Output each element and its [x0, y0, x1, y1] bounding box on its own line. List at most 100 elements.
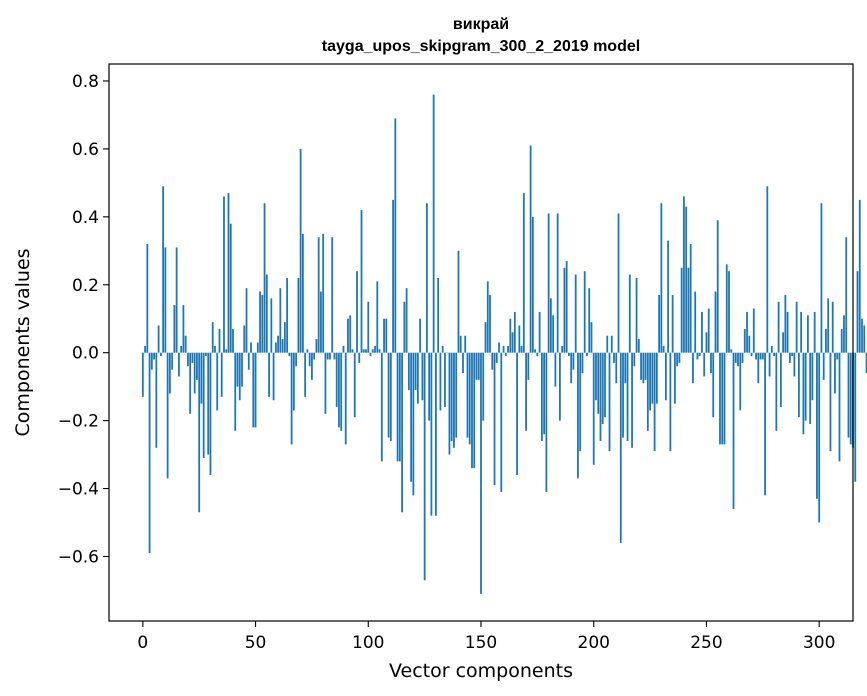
- bar-133: [441, 345, 444, 353]
- bar-62: [281, 339, 284, 353]
- bar-136: [448, 352, 451, 455]
- bar-223: [644, 352, 647, 380]
- bar-2: [146, 244, 149, 353]
- bar-275: [761, 352, 764, 360]
- bar-90: [344, 352, 347, 445]
- bar-75: [311, 352, 313, 380]
- bar-7: [157, 325, 160, 353]
- bar-205: [604, 352, 606, 418]
- bar-149: [477, 352, 480, 380]
- bar-32: [214, 345, 216, 353]
- bar-251: [707, 308, 710, 353]
- ticks-group: 0 50 100 150 200 250 300 −0.6 −0.4 −0.2 0.0 0.2 0.4 0…: [58, 72, 836, 653]
- bar-297: [811, 352, 814, 401]
- bar-320: [863, 325, 866, 353]
- bar-196: [583, 271, 586, 353]
- bar-158: [498, 342, 500, 353]
- bar-95: [356, 271, 358, 353]
- bar-219: [635, 277, 638, 353]
- bar-209: [613, 352, 615, 363]
- bar-128: [430, 352, 433, 516]
- bar-254: [714, 291, 717, 353]
- bar-274: [759, 352, 762, 360]
- bar-225: [649, 352, 651, 411]
- bar-56: [268, 352, 270, 397]
- bar-10: [164, 247, 167, 353]
- bar-188: [565, 260, 568, 353]
- bar-305: [829, 352, 832, 452]
- bar-78: [317, 237, 320, 353]
- bar-253: [712, 352, 715, 418]
- y-axis-label: Components values: [12, 248, 34, 436]
- bar-130: [435, 352, 437, 516]
- bar-170: [525, 352, 527, 431]
- bar-137: [450, 352, 453, 441]
- bar-288: [791, 352, 794, 357]
- bar-289: [793, 352, 796, 377]
- bar-270: [750, 352, 753, 357]
- bar-74: [308, 352, 311, 367]
- bar-59: [274, 342, 277, 353]
- bar-210: [615, 352, 618, 384]
- bar-308: [836, 352, 839, 360]
- bar-200: [592, 352, 595, 465]
- bar-83: [329, 352, 331, 360]
- bar-26: [200, 352, 203, 404]
- bar-256: [719, 352, 721, 445]
- bar-316: [854, 352, 857, 482]
- bar-260: [728, 271, 730, 353]
- y-tick-label: −0.2: [58, 412, 99, 432]
- bar-8: [159, 352, 162, 357]
- bar-242: [687, 267, 690, 353]
- bar-0: [141, 352, 144, 397]
- bar-156: [493, 352, 496, 486]
- y-tick-label: −0.6: [58, 547, 99, 567]
- bar-96: [358, 352, 361, 363]
- bar-42: [236, 352, 239, 387]
- bar-229: [658, 294, 661, 353]
- y-tick-label: 0.4: [72, 208, 99, 228]
- bar-84: [331, 237, 334, 353]
- bar-169: [522, 193, 525, 353]
- bar-76: [313, 352, 316, 360]
- bar-29: [207, 352, 210, 455]
- bar-111: [392, 199, 394, 353]
- bar-87: [338, 352, 340, 428]
- bar-63: [283, 322, 286, 353]
- bar-48: [250, 342, 252, 353]
- bar-150: [480, 352, 482, 594]
- bar-139: [455, 352, 458, 438]
- x-tick-label: 50: [245, 633, 267, 653]
- bar-227: [653, 352, 656, 452]
- bar-140: [457, 250, 460, 353]
- bar-86: [335, 352, 338, 408]
- bar-232: [664, 352, 667, 401]
- bar-294: [804, 352, 807, 421]
- bar-291: [797, 352, 800, 418]
- bar-159: [500, 352, 503, 492]
- bar-191: [572, 352, 575, 370]
- bar-272: [755, 352, 757, 360]
- bar-45: [243, 325, 246, 353]
- bar-101: [369, 352, 372, 357]
- y-tick-label: 0.8: [72, 72, 99, 92]
- bar-244: [692, 352, 694, 384]
- bar-21: [189, 352, 192, 414]
- bar-15: [175, 247, 178, 353]
- bar-147: [473, 352, 476, 469]
- bar-3: [148, 352, 151, 554]
- bar-175: [536, 352, 539, 357]
- bar-202: [597, 352, 600, 414]
- bar-123: [419, 318, 422, 353]
- bar-106: [380, 352, 383, 462]
- bar-228: [655, 352, 658, 404]
- bar-127: [428, 352, 431, 421]
- bar-163: [509, 318, 512, 353]
- bar-258: [723, 352, 726, 445]
- bar-58: [272, 352, 275, 401]
- bar-302: [822, 352, 825, 380]
- bar-233: [667, 240, 670, 353]
- bar-153: [486, 281, 489, 353]
- bar-241: [685, 206, 688, 353]
- bar-22: [191, 352, 194, 363]
